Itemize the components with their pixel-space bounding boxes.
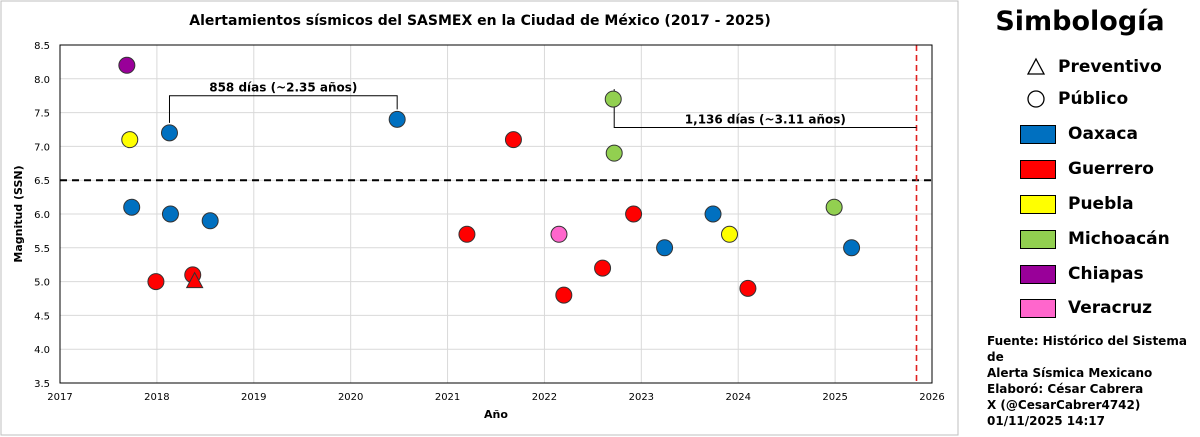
annotations: 858 días (~2.35 años) 1,136 días (~3.11 a… (168, 81, 917, 128)
data-point (123, 198, 141, 216)
y-tick-label: 8.0 (34, 75, 50, 86)
legend-swatch-veracruz (1020, 298, 1056, 318)
legend-label-puebla: Puebla (1068, 194, 1134, 214)
legend-label-chiapas: Chiapas (1068, 264, 1144, 284)
x-tick-label: 2025 (822, 392, 847, 403)
x-tick-label: 2017 (47, 392, 72, 403)
data-point (843, 239, 861, 257)
legend-item-oaxaca: Oaxaca (1020, 122, 1138, 146)
legend-item-veracruz: Veracruz (1020, 296, 1152, 320)
credit-note: Elaboró: César Cabrera X (@CesarCabrer47… (987, 381, 1197, 429)
data-point (121, 131, 139, 149)
data-point (504, 131, 522, 149)
data-point (739, 279, 757, 297)
data-point (594, 259, 612, 277)
reference-lines (60, 45, 932, 383)
data-point (147, 273, 165, 291)
tick-labels: 2017 2018 2019 2020 2021 2022 2023 2024 2025 2026… (34, 41, 945, 403)
x-tick-label: 2026 (919, 392, 944, 403)
legend-item-chiapas: Chiapas (1020, 262, 1144, 286)
y-tick-label: 4.5 (34, 311, 50, 322)
annotation-label: 858 días (~2.35 años) (209, 81, 357, 95)
x-tick-label: 2020 (338, 392, 363, 403)
data-points (118, 56, 861, 304)
data-point (550, 225, 568, 243)
data-point (118, 56, 136, 74)
chart-outer-border (0, 0, 959, 436)
legend-item-puebla: Puebla (1020, 192, 1134, 216)
data-point (161, 205, 179, 223)
data-point (721, 225, 739, 243)
annotation-label: 1,136 días (~3.11 años) (685, 112, 846, 126)
data-point (458, 225, 476, 243)
x-axis-label: Año (484, 408, 508, 421)
legend-title: Simbología (995, 6, 1165, 37)
y-tick-label: 7.5 (34, 109, 50, 120)
y-tick-label: 6.5 (34, 176, 50, 187)
data-point (388, 110, 406, 128)
credit-line-2: X (@CesarCabrer4742) (987, 398, 1141, 412)
legend-swatch-michoacan (1020, 229, 1056, 249)
data-point (625, 205, 643, 223)
x-tick-label: 2019 (241, 392, 266, 403)
legend-item-guerrero: Guerrero (1020, 157, 1154, 181)
legend-label-michoacan: Michoacán (1068, 229, 1170, 249)
x-tick-label: 2021 (435, 392, 460, 403)
legend-swatch-puebla (1020, 194, 1056, 214)
x-tick-label: 2018 (144, 392, 169, 403)
y-tick-label: 5.0 (34, 278, 50, 289)
chart: Alertamientos sísmicos del SASMEX en la … (0, 0, 959, 436)
y-tick-label: 8.5 (34, 41, 50, 52)
legend-swatch-guerrero (1020, 159, 1056, 179)
credit-line-1: Elaboró: César Cabrera (987, 382, 1144, 396)
legend-label-guerrero: Guerrero (1068, 159, 1154, 179)
legend-swatch-oaxaca (1020, 124, 1056, 144)
circle-icon (1027, 90, 1045, 108)
x-tick-label: 2024 (725, 392, 750, 403)
y-tick-label: 5.5 (34, 244, 50, 255)
source-note: Fuente: Histórico del Sistema de Alerta … (987, 333, 1197, 381)
legend-item-preventivo: Preventivo (1026, 55, 1162, 79)
data-point (201, 212, 219, 230)
data-point (604, 90, 622, 108)
legend-label-publico: Público (1058, 89, 1129, 109)
triangle-icon (1026, 57, 1046, 75)
data-point (704, 205, 722, 223)
legend-item-michoacan: Michoacán (1020, 227, 1170, 251)
y-tick-label: 6.0 (34, 210, 50, 221)
legend-swatch-chiapas (1020, 264, 1056, 284)
legend-item-publico: Público (1026, 87, 1128, 111)
legend-label-oaxaca: Oaxaca (1068, 124, 1138, 144)
data-point-triangle (185, 271, 204, 289)
source-line-2: Alerta Sísmica Mexicano (987, 366, 1153, 380)
data-point (555, 286, 573, 304)
y-tick-label: 3.5 (34, 379, 50, 390)
x-tick-label: 2023 (629, 392, 654, 403)
legend-label-preventivo: Preventivo (1058, 57, 1162, 77)
x-tick-label: 2022 (532, 392, 557, 403)
credit-line-3: 01/11/2025 14:17 (987, 414, 1105, 428)
y-axis-label: Magnitud (SSN) (12, 165, 25, 262)
legend-panel: Simbología Preventivo Público Oaxaca Gue… (960, 0, 1200, 437)
data-point (160, 124, 178, 142)
data-point (656, 239, 674, 257)
source-line-1: Fuente: Histórico del Sistema de (987, 334, 1187, 364)
legend-label-veracruz: Veracruz (1068, 298, 1153, 318)
y-tick-label: 7.0 (34, 142, 50, 153)
data-point (605, 144, 623, 162)
y-tick-label: 4.0 (34, 345, 50, 356)
plot-area-border (59, 44, 933, 384)
chart-title: Alertamientos sísmicos del SASMEX en la … (189, 13, 770, 29)
annotation-bracket (168, 95, 398, 123)
data-point (825, 198, 843, 216)
